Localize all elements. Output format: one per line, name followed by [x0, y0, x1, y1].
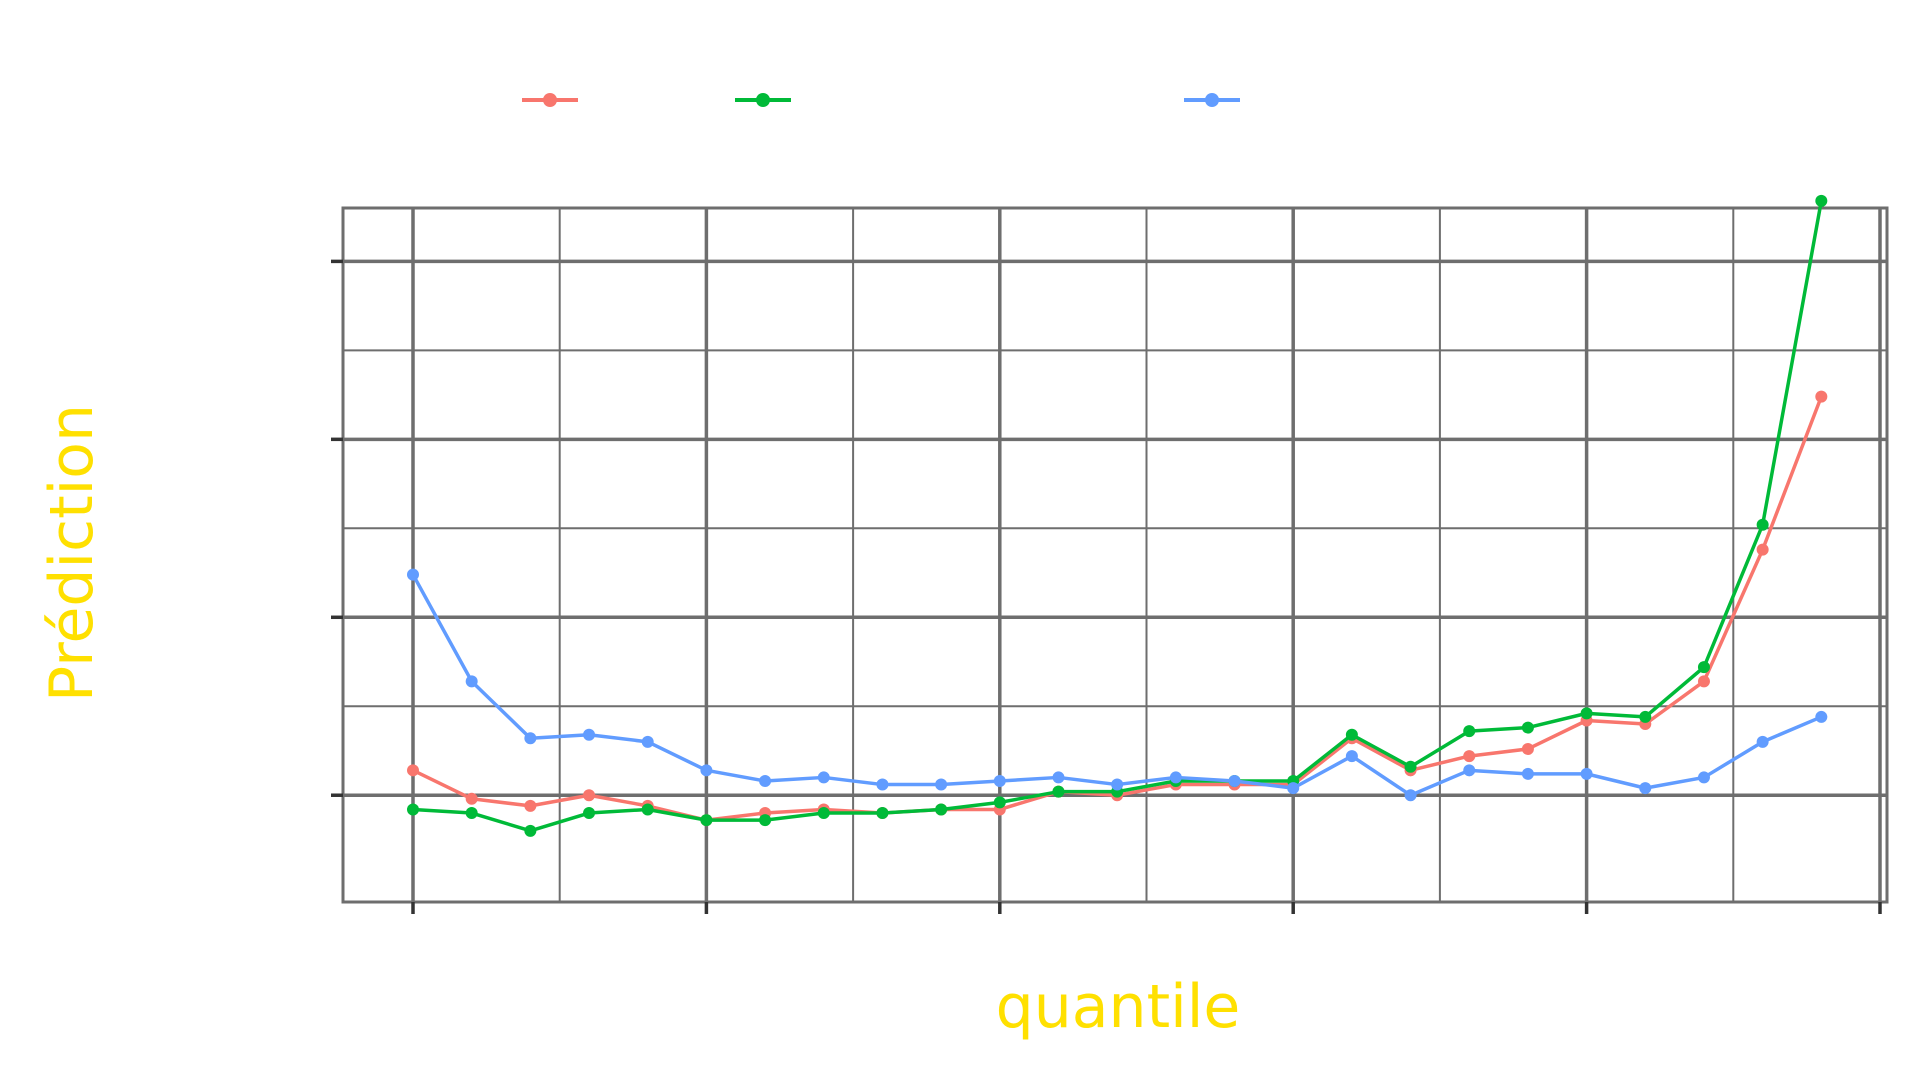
data-point	[1639, 710, 1652, 723]
data-point	[1404, 760, 1417, 773]
data-point	[1521, 742, 1534, 755]
data-point	[1697, 771, 1710, 784]
x-axis-title: quantile	[996, 972, 1241, 1042]
data-point	[583, 807, 596, 820]
legend	[522, 93, 1240, 107]
data-point	[1052, 771, 1065, 784]
data-point	[1580, 767, 1593, 780]
data-point	[1815, 710, 1828, 723]
data-point	[1111, 778, 1124, 791]
data-point	[583, 728, 596, 741]
axes	[331, 259, 1882, 914]
data-point	[1404, 789, 1417, 802]
data-point	[524, 799, 537, 812]
y-axis-title: Prédiction	[37, 404, 107, 702]
data-point	[1521, 767, 1534, 780]
data-point	[407, 764, 419, 777]
legend-key-point-3	[1205, 93, 1219, 107]
data-point	[1756, 543, 1769, 556]
data-point	[1463, 764, 1476, 777]
series-line-2	[412, 200, 1824, 833]
data-point	[1815, 194, 1828, 207]
data-point	[1639, 782, 1652, 795]
data-point	[700, 814, 713, 827]
data-point	[993, 774, 1006, 787]
data-point	[993, 796, 1006, 809]
data-point	[759, 774, 772, 787]
data-point	[1756, 518, 1769, 531]
data-point	[1521, 721, 1534, 734]
data-point	[1345, 728, 1358, 741]
data-point	[407, 568, 419, 581]
data-point	[1228, 774, 1241, 787]
data-point	[524, 732, 537, 745]
series-lines	[407, 194, 1828, 837]
data-point	[759, 814, 772, 827]
data-point	[524, 824, 537, 837]
series-line-3	[411, 573, 1823, 797]
data-point	[935, 803, 948, 816]
data-point	[876, 778, 889, 791]
data-point	[465, 792, 478, 805]
data-point	[817, 771, 830, 784]
legend-key-point-1	[543, 93, 557, 107]
data-point	[583, 789, 596, 802]
data-point	[935, 778, 948, 791]
grid	[341, 206, 1889, 904]
data-point	[407, 803, 419, 816]
legend-key-point-2	[756, 93, 770, 107]
data-point	[817, 807, 830, 820]
data-point	[465, 675, 478, 688]
data-point	[1463, 725, 1476, 738]
data-point	[1345, 750, 1358, 763]
data-point	[700, 764, 713, 777]
data-point	[1169, 771, 1182, 784]
panel-border	[341, 206, 1889, 904]
data-point	[1052, 785, 1065, 798]
data-point	[641, 803, 654, 816]
data-point	[1756, 735, 1769, 748]
data-point	[1580, 707, 1593, 720]
series-line-1	[412, 395, 1823, 822]
data-point	[876, 807, 889, 820]
data-point	[1463, 750, 1476, 763]
data-point	[1697, 661, 1710, 674]
data-point	[1815, 390, 1828, 403]
data-point	[641, 735, 654, 748]
data-point	[1697, 675, 1710, 688]
data-point	[1287, 782, 1300, 795]
data-point	[465, 807, 478, 820]
